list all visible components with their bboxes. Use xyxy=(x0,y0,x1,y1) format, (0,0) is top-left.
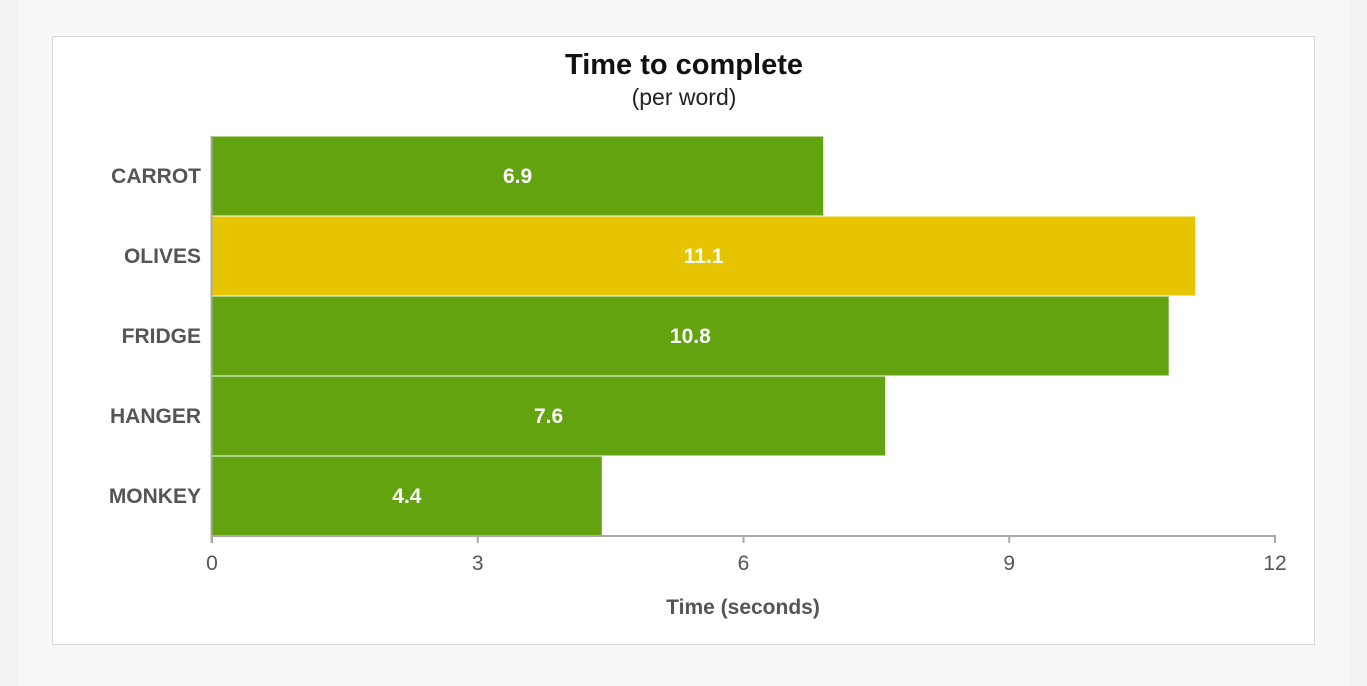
category-label-hanger: HANGER xyxy=(110,405,201,428)
data-label-hanger: 7.6 xyxy=(534,405,563,428)
x-tick-label-9: 9 xyxy=(1003,552,1015,575)
x-tick-label-0: 0 xyxy=(206,552,218,575)
chart-subtitle: (per word) xyxy=(632,84,737,110)
bar-hanger xyxy=(212,376,886,456)
data-label-fridge: 10.8 xyxy=(670,325,711,348)
x-tick-label-3: 3 xyxy=(472,552,484,575)
bar-carrot xyxy=(212,136,824,216)
data-label-carrot: 6.9 xyxy=(503,165,532,188)
data-label-monkey: 4.4 xyxy=(392,485,422,508)
chart-title: Time to complete xyxy=(565,49,803,81)
bar-olives xyxy=(212,216,1196,296)
data-label-olives: 11.1 xyxy=(684,245,724,268)
x-axis-title: Time (seconds) xyxy=(666,596,820,619)
category-label-carrot: CARROT xyxy=(111,165,201,188)
x-tick-label-12: 12 xyxy=(1263,552,1286,575)
category-label-fridge: FRIDGE xyxy=(122,325,201,348)
bars-layer: 6.9 11.1 10.8 7.6 4.4 xyxy=(212,136,1196,536)
axis-layer: CARROT OLIVES FRIDGE HANGER MONKEY 0 3 6 9 12 xyxy=(109,136,1287,575)
bar-monkey xyxy=(212,456,602,536)
category-label-olives: OLIVES xyxy=(124,245,201,268)
bar-fridge xyxy=(212,296,1169,376)
category-label-monkey: MONKEY xyxy=(109,485,201,508)
x-tick-label-6: 6 xyxy=(738,552,750,575)
